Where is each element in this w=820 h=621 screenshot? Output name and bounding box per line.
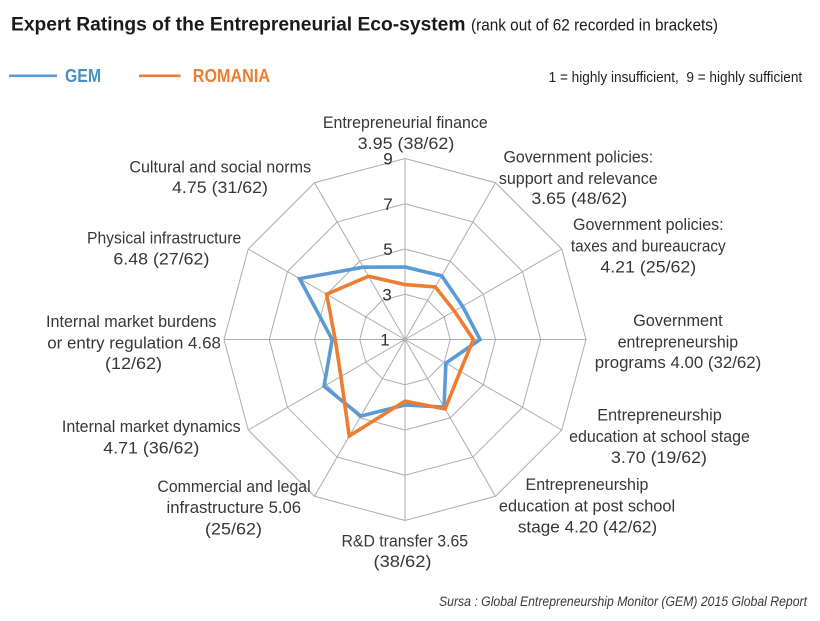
svg-text:infrastructure 5.06: infrastructure 5.06 (167, 498, 302, 517)
svg-text:7: 7 (383, 195, 392, 214)
svg-text:1 = highly insufficient, 9 =: 1 = highly insufficient, 9 = highly suff… (549, 70, 803, 86)
svg-text:entrepreneurship: entrepreneurship (618, 332, 738, 351)
svg-text:Government: Government (633, 311, 723, 330)
svg-text:Physical infrastructure: Physical infrastructure (87, 229, 241, 248)
svg-text:R&D transfer 3.65: R&D transfer 3.65 (342, 532, 469, 551)
svg-text:taxes and bureaucracy: taxes and bureaucracy (571, 236, 726, 255)
svg-text:Sursa : Global Entrepreneurshi: Sursa : Global Entrepreneurship Monitor … (439, 594, 808, 609)
svg-text:Government policies:: Government policies: (573, 215, 724, 234)
svg-text:3: 3 (382, 285, 391, 304)
svg-text:Government policies:: Government policies: (503, 148, 653, 167)
svg-text:Internal market dynamics: Internal market dynamics (62, 417, 241, 436)
svg-text:Entrepreneurship: Entrepreneurship (526, 475, 649, 494)
svg-text:support and relevance: support and relevance (499, 169, 658, 188)
svg-text:Internal market burdens: Internal market burdens (46, 312, 216, 331)
svg-text:3.65 (48/62): 3.65 (48/62) (531, 189, 627, 208)
svg-text:4.21 (25/62): 4.21 (25/62) (600, 257, 696, 276)
svg-text:GEM: GEM (65, 66, 101, 86)
svg-text:4.75 (31/62): 4.75 (31/62) (172, 178, 268, 197)
svg-text:1: 1 (380, 331, 389, 350)
svg-text:ROMANIA: ROMANIA (193, 66, 270, 86)
svg-text:or entry regulation 4.68: or entry regulation 4.68 (47, 333, 221, 352)
svg-text:4.71 (36/62): 4.71 (36/62) (103, 438, 199, 457)
svg-text:(38/62): (38/62) (374, 552, 432, 571)
svg-text:programs 4.00 (32/62): programs 4.00 (32/62) (595, 353, 762, 372)
svg-text:5: 5 (383, 240, 392, 259)
svg-text:3.70 (19/62): 3.70 (19/62) (611, 448, 707, 467)
svg-text:Entrepreneurial finance: Entrepreneurial finance (323, 113, 488, 132)
svg-text:(rank out of 62 recorded in br: (rank out of 62 recorded in brackets) (471, 16, 718, 35)
svg-text:Commercial and legal: Commercial and legal (157, 477, 310, 496)
svg-text:Expert Ratings of the Entrepre: Expert Ratings of the Entrepreneurial Ec… (11, 15, 466, 36)
svg-text:3.95 (38/62): 3.95 (38/62) (358, 134, 455, 153)
svg-text:9: 9 (383, 150, 392, 169)
svg-text:(12/62): (12/62) (105, 354, 162, 373)
svg-text:(25/62): (25/62) (205, 520, 262, 539)
svg-text:education at post school: education at post school (499, 496, 675, 515)
svg-text:Cultural and social norms: Cultural and social norms (129, 158, 311, 177)
svg-text:6.48 (27/62): 6.48 (27/62) (113, 249, 209, 268)
svg-text:Entrepreneurship: Entrepreneurship (597, 406, 722, 425)
svg-text:education at school stage: education at school stage (569, 427, 750, 446)
svg-text:stage 4.20 (42/62): stage 4.20 (42/62) (518, 517, 657, 536)
